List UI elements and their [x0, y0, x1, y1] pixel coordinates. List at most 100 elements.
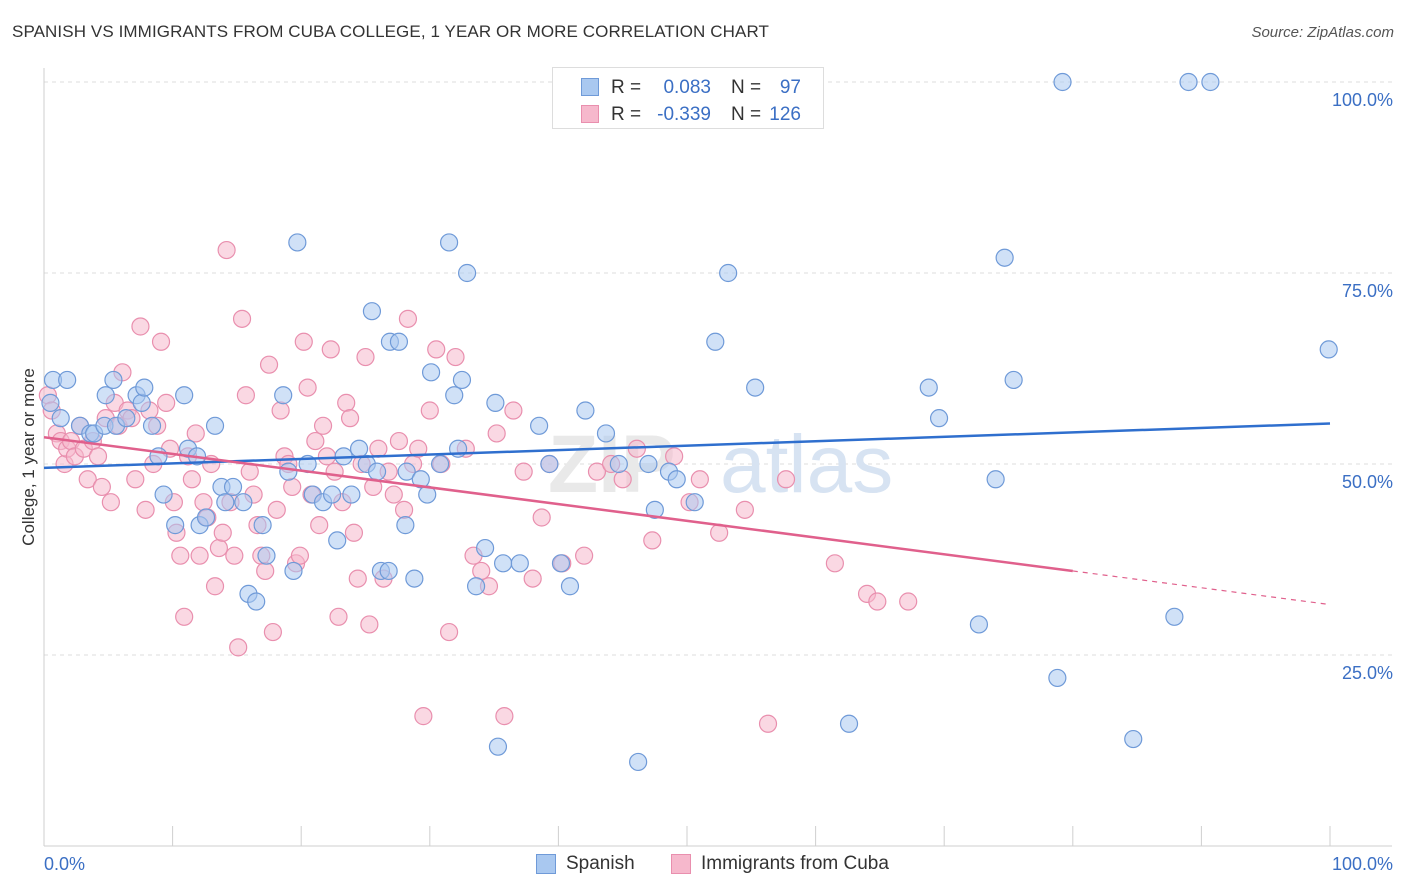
data-point: [1053, 72, 1072, 92]
legend-n-value: 126: [769, 104, 801, 125]
data-point: [397, 462, 416, 481]
trend-line-spanish: [43, 422, 1331, 470]
data-point: [340, 409, 360, 428]
data-point: [995, 248, 1014, 267]
legend-swatch-spanish: [536, 854, 556, 874]
data-point: [414, 707, 433, 726]
watermark-atlas: atlas: [720, 419, 893, 510]
data-point: [313, 416, 333, 435]
data-point: [142, 416, 162, 435]
data-point: [540, 454, 559, 474]
data-point: [348, 569, 367, 588]
data-point: [719, 263, 738, 283]
data-point: [166, 516, 185, 535]
data-point: [232, 309, 252, 328]
data-point: [322, 485, 342, 504]
series-legend: Spanish Immigrants from Cuba: [0, 852, 1406, 878]
data-point: [126, 470, 145, 489]
data-point: [1004, 370, 1023, 390]
legend-swatch-spanish: [581, 78, 599, 96]
data-point: [868, 592, 887, 611]
legend-n-label: N =: [731, 77, 762, 98]
data-point: [575, 546, 594, 565]
data-point: [825, 554, 844, 573]
chart-title: SPANISH VS IMMIGRANTS FROM CUBA COLLEGE,…: [12, 22, 770, 41]
legend-n-label: N =: [731, 104, 762, 125]
data-point: [494, 554, 513, 573]
y-tick-label: 75.0%: [1342, 281, 1393, 301]
data-point: [263, 622, 283, 642]
data-point: [735, 500, 754, 519]
data-point: [132, 393, 151, 412]
data-point: [899, 592, 918, 611]
data-point: [234, 493, 253, 512]
data-point: [274, 386, 293, 405]
data-point: [523, 569, 542, 588]
data-point: [645, 500, 664, 519]
data-point: [929, 409, 949, 428]
data-point: [379, 561, 398, 581]
data-point: [629, 752, 648, 772]
data-point: [746, 378, 765, 397]
stats-legend: R = 0.083 N = 97 R = -0.339 N = 126: [552, 67, 824, 129]
data-point: [325, 462, 344, 481]
data-point: [510, 554, 529, 573]
legend-swatch-cuba: [671, 854, 691, 874]
data-point: [530, 416, 549, 435]
data-point: [389, 332, 409, 351]
y-axis-tick-labels: 25.0% 50.0% 75.0% 100.0%: [1332, 90, 1393, 683]
data-point: [342, 485, 361, 504]
data-point: [409, 439, 428, 458]
data-point: [919, 378, 938, 397]
data-point: [349, 439, 369, 458]
legend-row-spanish: R = 0.083 N = 97: [553, 74, 823, 100]
data-point: [154, 485, 173, 504]
data-point: [306, 431, 325, 451]
data-point: [151, 332, 171, 351]
data-point: [267, 500, 286, 519]
data-point: [78, 470, 97, 489]
data-point: [389, 431, 409, 451]
data-point: [639, 454, 658, 474]
data-point: [643, 531, 662, 550]
data-point: [279, 462, 298, 481]
data-point: [194, 493, 213, 512]
data-point: [685, 493, 704, 512]
data-point: [213, 523, 232, 542]
data-point: [439, 622, 459, 642]
legend-r-value: 0.083: [663, 77, 711, 98]
data-point: [1048, 668, 1067, 688]
data-point: [475, 538, 495, 558]
data-point: [229, 638, 248, 657]
data-point: [758, 714, 778, 733]
data-point: [205, 577, 225, 596]
series-spanish-points: [41, 72, 1338, 772]
data-point: [283, 477, 302, 497]
data-point: [776, 470, 796, 489]
data-point: [294, 332, 313, 351]
trend-line-cuba-extrapolated: [1072, 570, 1331, 606]
data-point: [362, 302, 382, 321]
data-point: [472, 561, 491, 581]
data-point: [1124, 729, 1143, 749]
data-point: [104, 370, 123, 390]
axes: [43, 68, 1392, 847]
data-point: [186, 424, 205, 443]
data-point: [310, 516, 329, 535]
data-point: [298, 378, 317, 397]
data-point: [337, 393, 356, 412]
data-point: [256, 561, 275, 581]
data-point: [369, 439, 388, 458]
data-point: [439, 233, 459, 252]
data-point: [457, 263, 477, 283]
data-point: [271, 401, 290, 420]
data-point: [216, 493, 235, 512]
data-point: [446, 347, 465, 367]
trend-line-cuba: [43, 436, 1073, 573]
data-point: [421, 363, 441, 382]
data-point: [175, 607, 194, 626]
data-point: [175, 386, 194, 405]
data-point: [247, 592, 266, 611]
data-point: [445, 386, 464, 405]
data-point: [117, 409, 136, 428]
